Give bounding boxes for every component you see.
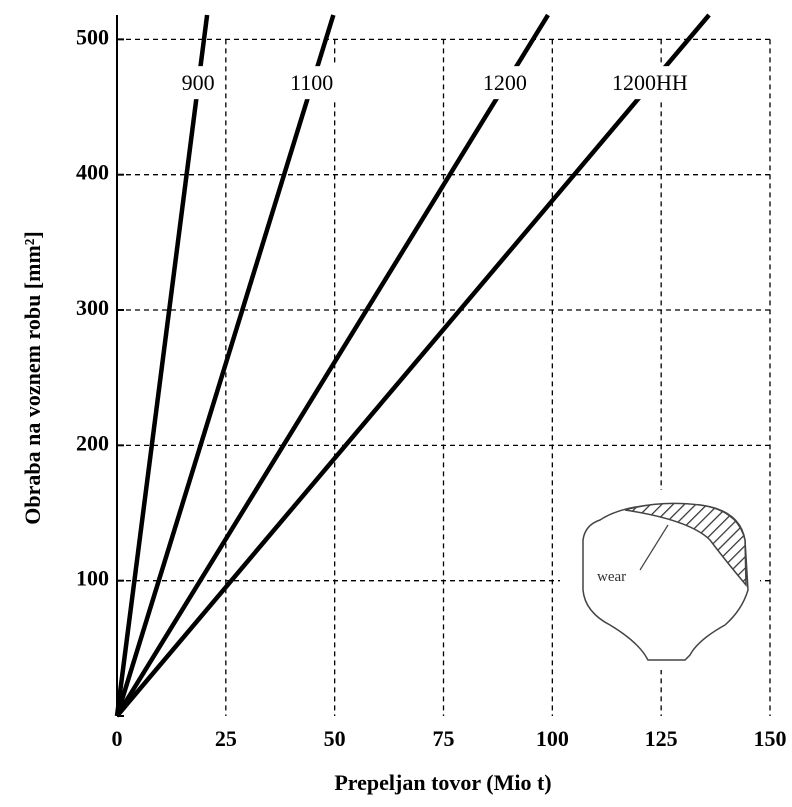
x-axis-title: Prepeljan tovor (Mio t) <box>334 770 551 795</box>
label-background <box>607 66 692 100</box>
rail-inset: wear <box>560 490 760 670</box>
series-label: 1200HH <box>612 70 688 95</box>
series-line <box>114 14 210 717</box>
inset-label: wear <box>597 569 626 585</box>
y-tick-label: 500 <box>76 24 109 49</box>
y-tick-label: 100 <box>76 566 109 591</box>
series-label: 1200 <box>483 70 527 95</box>
x-tick-label: 150 <box>754 726 787 751</box>
y-axis-title: Obraba na voznem robu [mm²] <box>20 231 45 524</box>
series-line <box>115 13 550 718</box>
x-tick-label: 75 <box>433 726 455 751</box>
label-background <box>177 66 219 100</box>
x-tick-label: 125 <box>645 726 678 751</box>
y-tick-label: 200 <box>76 430 109 455</box>
label-background <box>286 66 338 100</box>
y-tick-label: 300 <box>76 295 109 320</box>
x-tick-label: 0 <box>112 726 123 751</box>
series-line <box>114 14 336 717</box>
x-tick-label: 25 <box>215 726 237 751</box>
y-tick-label: 400 <box>76 160 109 185</box>
x-tick-label: 50 <box>324 726 346 751</box>
label-background <box>478 66 531 100</box>
series-label: 900 <box>182 70 215 95</box>
series-label: 1100 <box>290 70 333 95</box>
x-tick-label: 100 <box>536 726 569 751</box>
series-line <box>115 13 711 718</box>
